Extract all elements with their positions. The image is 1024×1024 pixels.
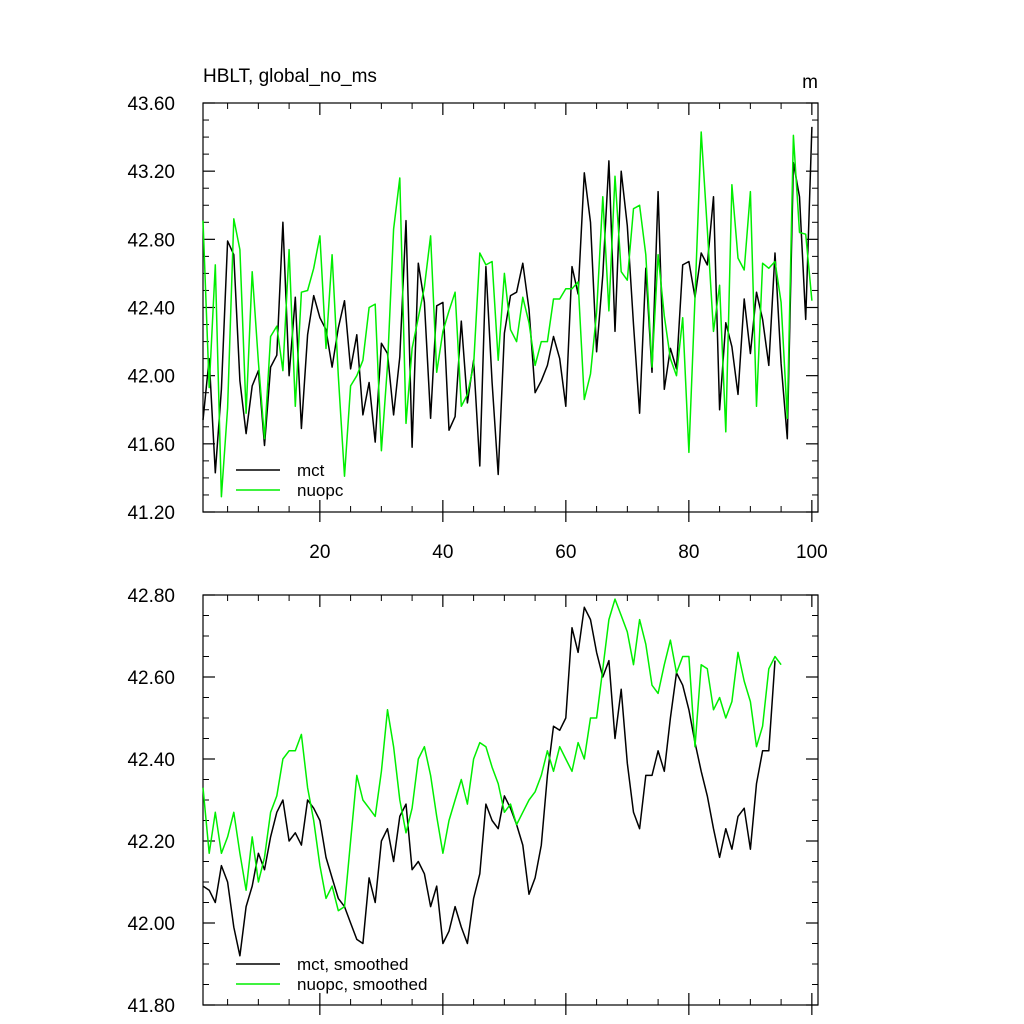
panel-top: HBLT, global_no_ms m 41.20 41.60 42.00 42.4… (127, 66, 827, 563)
chart-title: HBLT, global_no_ms (203, 66, 377, 87)
y-tick-label: 42.00 (127, 914, 175, 935)
y-tick-label: 42.40 (127, 750, 175, 771)
y-tick-label: 41.80 (127, 996, 175, 1017)
series-line-nuopc (202, 131, 813, 498)
y-tick-label: 42.80 (127, 586, 175, 607)
x-tick-label: 100 (796, 542, 828, 563)
legend-label: mct (297, 461, 325, 480)
y-tick-label: 42.80 (127, 230, 175, 251)
legend-label: nuopc, smoothed (297, 975, 427, 994)
y-tick-label: 43.60 (127, 94, 175, 115)
y-tick-label: 42.40 (127, 299, 175, 320)
y-tick-label: 41.60 (127, 435, 175, 456)
y-tick-label: 42.20 (127, 832, 175, 853)
legend-label: mct, smoothed (297, 955, 409, 974)
plot-frame (202, 594, 819, 1006)
legend-label: nuopc (297, 481, 344, 500)
x-tick-label: 20 (309, 542, 330, 563)
y-tick-label: 42.00 (127, 367, 175, 388)
x-tick-label: 40 (432, 542, 453, 563)
units-label: m (802, 72, 818, 93)
series-line-mct-smoothed (202, 606, 776, 957)
x-tick-label: 60 (555, 542, 576, 563)
y-tick-label: 41.20 (127, 503, 175, 524)
y-tick-label: 43.20 (127, 162, 175, 183)
series-line-mct (202, 126, 813, 476)
y-tick-label: 42.60 (127, 668, 175, 689)
x-tick-label: 80 (678, 542, 699, 563)
series-line-nuopc-smoothed (202, 598, 782, 912)
panel-bottom: 41.80 42.00 42.20 42.40 42.60 42.80 mct, smoot… (127, 586, 819, 1017)
